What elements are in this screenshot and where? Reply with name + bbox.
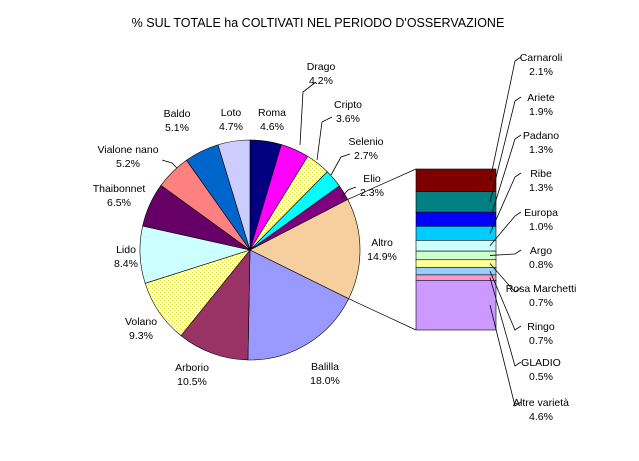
- breakdown-label-carnaroli: Carnaroli: [520, 52, 563, 64]
- bar-segment-europa: [415, 240, 497, 252]
- leader-line-selenio: [330, 153, 351, 176]
- breakdown-leader-gladio: [489, 277, 522, 367]
- slice-label-drago: Drago: [307, 61, 336, 73]
- breakdown-value-ringo: 0.7%: [529, 335, 553, 347]
- breakdown-bar: [415, 168, 497, 331]
- breakdown-leader-carnaroli: [489, 56, 522, 181]
- connector-bottom: [348, 298, 417, 331]
- breakdown-label-gladio: GLADIO: [521, 357, 561, 369]
- pie-slice-arborio: [180, 249, 251, 361]
- leader-line-cripto: [316, 116, 333, 161]
- bar-segment-ringo: [415, 267, 497, 276]
- bar-segment-altre-variet: [415, 279, 497, 331]
- breakdown-leader-padano: [489, 134, 522, 220]
- slice-value-thaibonnet: 6.5%: [107, 197, 131, 209]
- bar-segment-padano: [415, 211, 497, 227]
- breakdown-leader-ribe: [489, 172, 522, 234]
- breakdown-value-altre-variet: 4.6%: [529, 411, 553, 423]
- breakdown-value-padano: 1.3%: [529, 144, 553, 156]
- connector-top: [347, 168, 417, 200]
- slice-value-lido: 8.4%: [114, 258, 138, 270]
- bar-segment-argo: [415, 250, 497, 261]
- slice-value-drago: 4.2%: [309, 75, 333, 87]
- main-pie: [139, 139, 361, 361]
- slice-label-balilla: Balilla: [311, 361, 339, 373]
- slice-value-baldo: 5.1%: [165, 122, 189, 134]
- slice-value-vialone-nano: 5.2%: [116, 158, 140, 170]
- breakdown-leader-ringo: [489, 270, 522, 331]
- slice-value-cripto: 3.6%: [336, 113, 360, 125]
- breakdown-value-europa: 1.0%: [529, 221, 553, 233]
- bar-segment-rosa-marchetti: [415, 259, 497, 268]
- slice-value-elio: 2.3%: [360, 187, 384, 199]
- slice-value-volano: 9.3%: [129, 330, 153, 342]
- breakdown-label-argo: Argo: [530, 245, 552, 257]
- breakdown-value-gladio: 0.5%: [529, 371, 553, 383]
- slice-label-thaibonnet: Thaibonnet: [93, 183, 146, 195]
- slice-value-arborio: 10.5%: [177, 376, 207, 388]
- slice-label-baldo: Baldo: [164, 108, 191, 120]
- slice-label-vialone-nano: Vialone nano: [97, 144, 158, 156]
- leader-line-vialone-nano: [161, 159, 178, 169]
- breakdown-leader-europa: [489, 211, 522, 246]
- slice-label-altro: Altro: [371, 237, 393, 249]
- leader-line-drago: [299, 81, 317, 146]
- pie-slice-balilla: [247, 249, 350, 361]
- breakdown-label-ribe: Ribe: [530, 168, 552, 180]
- bar-segment-carnaroli: [415, 168, 497, 192]
- pie-slice-loto: [217, 139, 251, 251]
- breakdown-label-europa: Europa: [524, 207, 558, 219]
- connector-lines: [347, 168, 417, 331]
- slice-label-selenio: Selenio: [348, 136, 383, 148]
- breakdown-leader-ariete: [489, 96, 522, 203]
- breakdown-leader-rosa-marchetti: [489, 263, 522, 293]
- breakdown-value-carnaroli: 2.1%: [529, 66, 553, 78]
- breakdown-label-padano: Padano: [523, 130, 559, 142]
- breakdown-label-ariete: Ariete: [527, 92, 555, 104]
- slice-label-loto: Loto: [221, 107, 242, 119]
- slice-label-elio: Elio: [363, 173, 381, 185]
- chart-title: % SUL TOTALE ha COLTIVATI NEL PERIODO D'…: [132, 16, 505, 30]
- breakdown-value-argo: 0.8%: [529, 259, 553, 271]
- breakdown-label-rosa-marchetti: Rosa Marchetti: [506, 283, 577, 295]
- slice-labels: Roma 4.6% Drago 4.2%Cripto 3.6% Selenio 2.7% El…: [93, 52, 577, 423]
- slice-label-lido: Lido: [116, 244, 136, 256]
- slice-value-roma: 4.6%: [260, 121, 284, 133]
- pie-slice-altro: [249, 199, 361, 300]
- leader-line-elio: [340, 186, 357, 199]
- breakdown-value-rosa-marchetti: 0.7%: [529, 297, 553, 309]
- bar-segment-ribe: [415, 225, 497, 241]
- breakdown-leader-argo: [489, 249, 522, 256]
- breakdown-value-ribe: 1.3%: [529, 182, 553, 194]
- slice-value-loto: 4.7%: [219, 121, 243, 133]
- bar-segment-ariete: [415, 191, 497, 213]
- slice-value-altro: 14.9%: [367, 251, 397, 263]
- slice-value-selenio: 2.7%: [354, 150, 378, 162]
- breakdown-label-ringo: Ringo: [527, 321, 555, 333]
- bar-segment-gladio: [415, 274, 497, 281]
- breakdown-leader-altre-variet: [489, 305, 522, 407]
- breakdown-value-ariete: 1.9%: [529, 106, 553, 118]
- slice-label-arborio: Arborio: [175, 362, 209, 374]
- breakdown-label-altre-variet: Altre varietà: [513, 397, 569, 409]
- slice-label-roma: Roma: [258, 107, 286, 119]
- slice-label-cripto: Cripto: [334, 99, 362, 111]
- slice-label-volano: Volano: [125, 316, 157, 328]
- slice-value-balilla: 18.0%: [310, 375, 340, 387]
